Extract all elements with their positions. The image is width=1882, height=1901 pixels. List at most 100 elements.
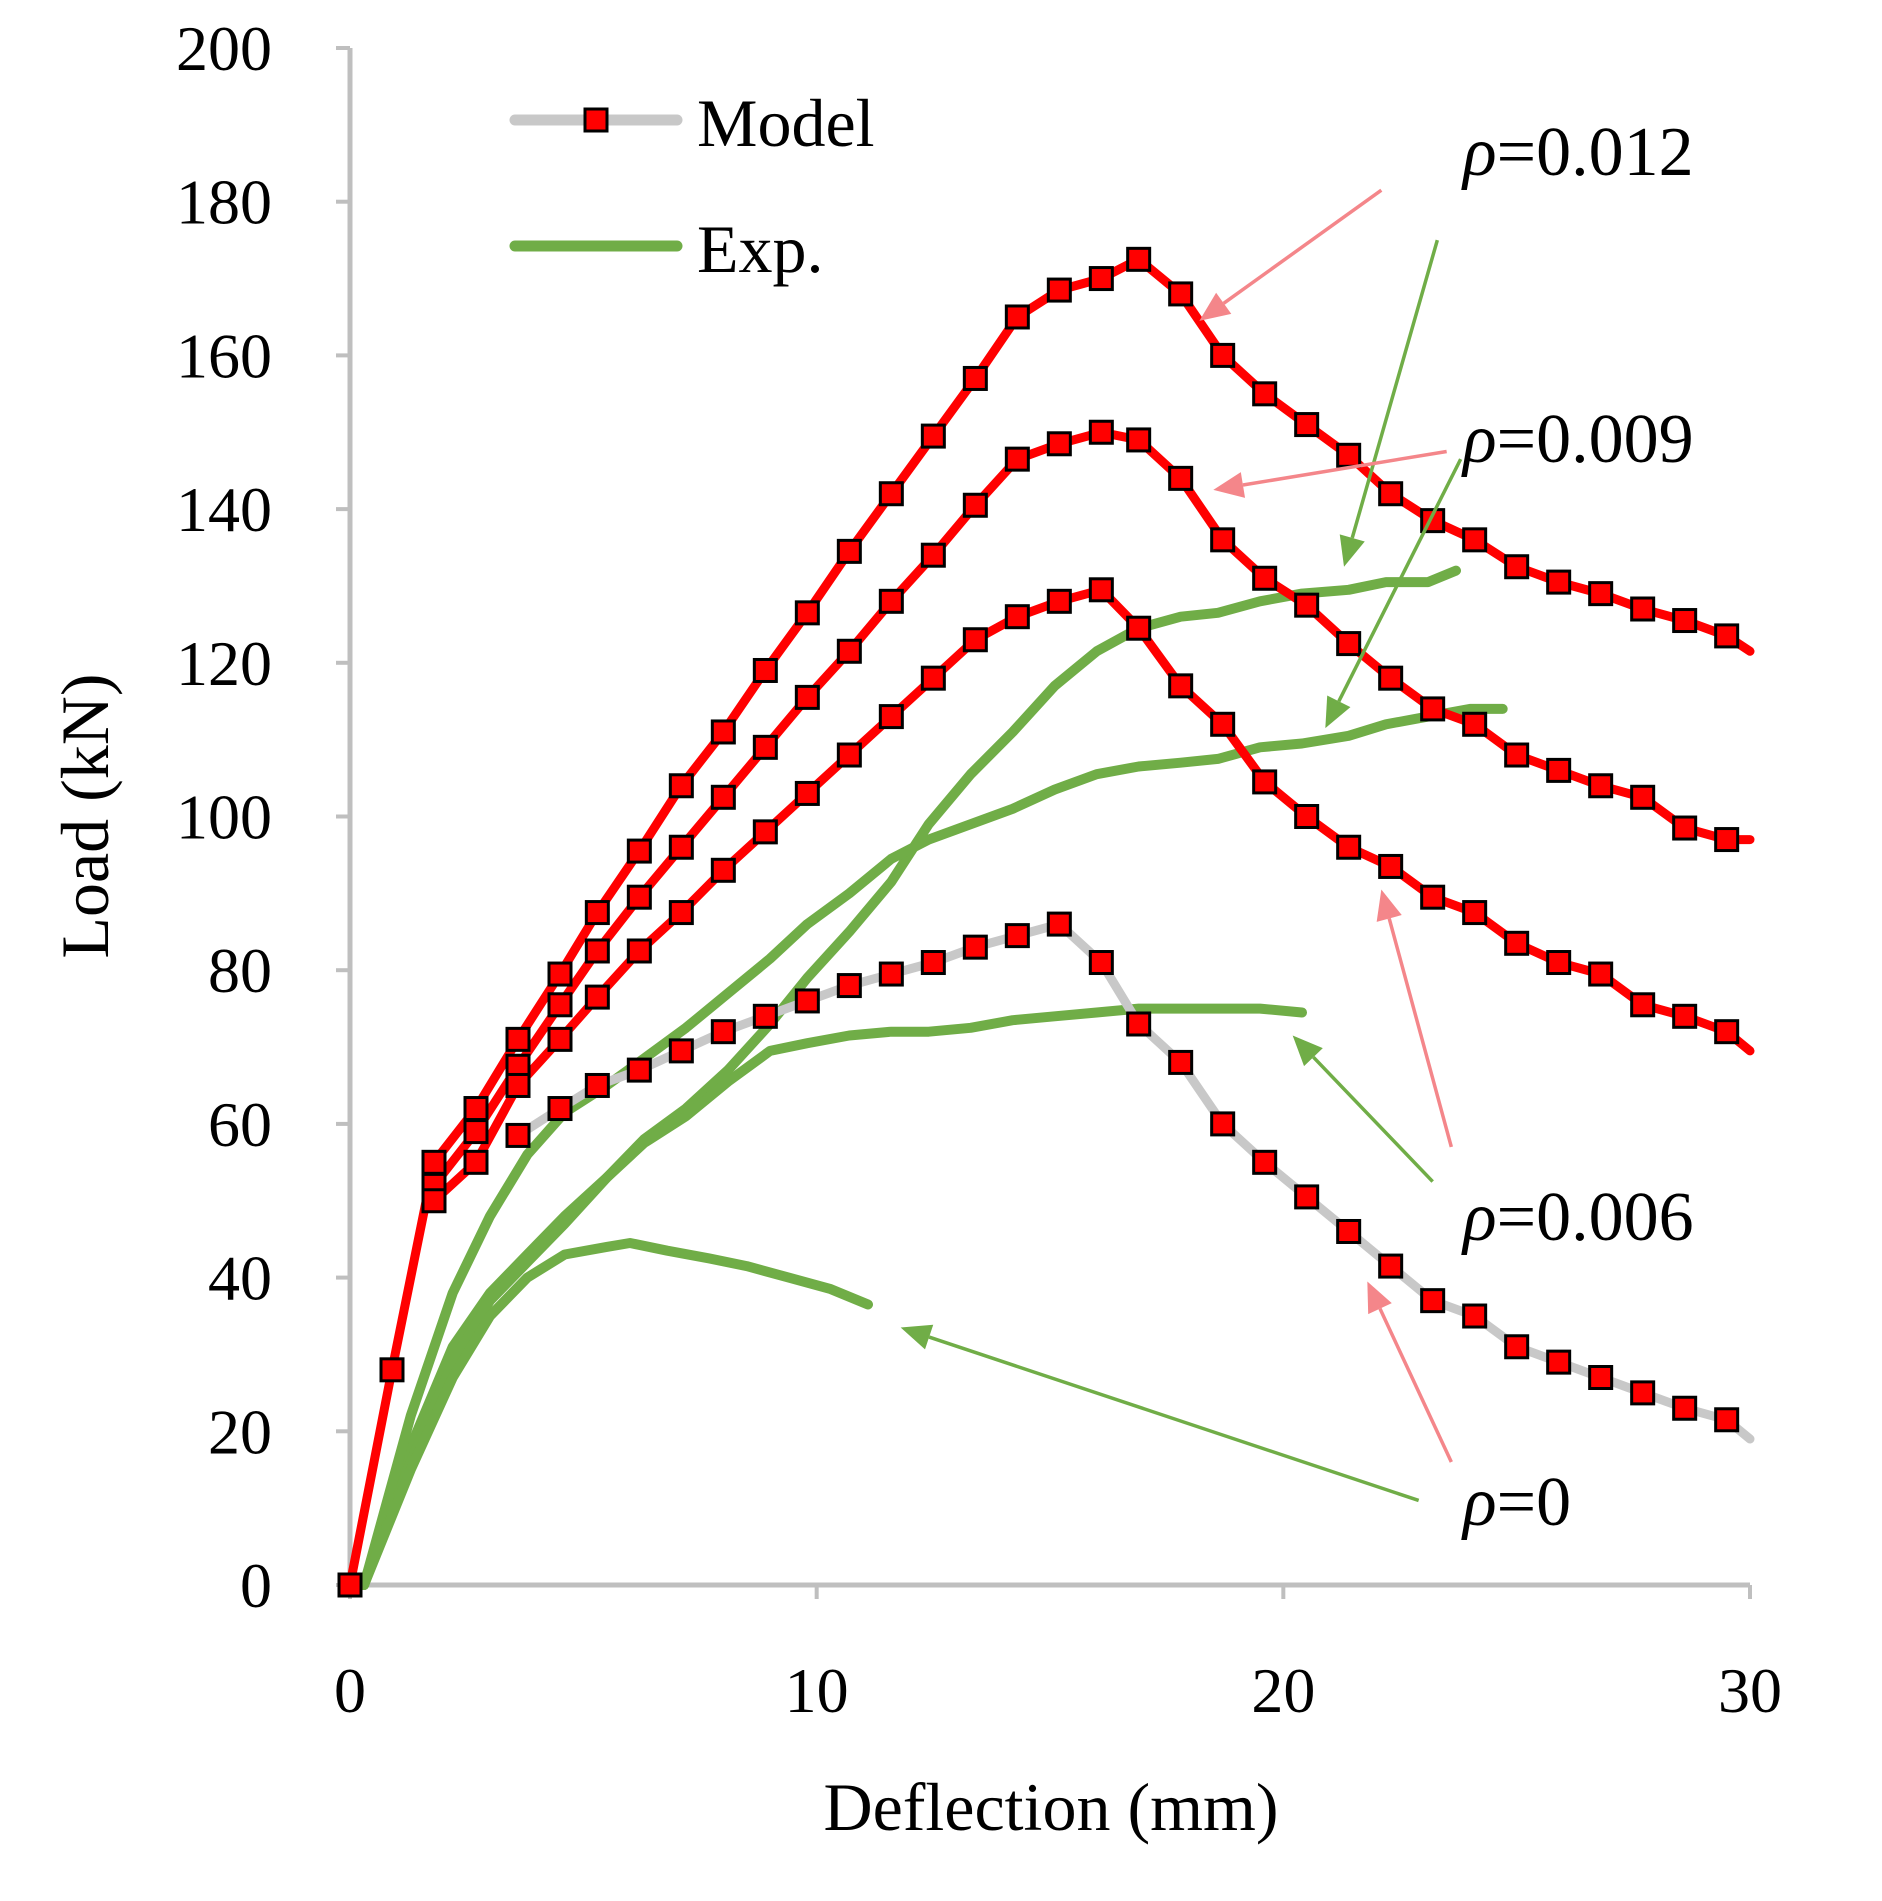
model-marker-rho-0_012 (547, 961, 573, 987)
arrow-shaft-green-rho-0 (928, 1335, 1420, 1503)
model-marker-rho-0_012 (1126, 246, 1152, 272)
model-marker-rho-0_006 (1210, 711, 1236, 737)
model-marker-rho-0_009 (1588, 773, 1614, 799)
x-axis-title: Deflection (mm) (823, 1769, 1278, 1845)
model-marker-rho-0 (794, 988, 820, 1014)
arrow-shaft-red-rho-0_012 (1222, 188, 1383, 305)
legend-model-label: Model (697, 85, 875, 161)
model-marker-rho-0_006 (1294, 804, 1320, 829)
model-marker-rho-0_006 (1252, 769, 1278, 795)
model-marker-rho-0_009 (1046, 431, 1072, 457)
model-marker-rho-0 (710, 1019, 736, 1045)
model-marker-rho-0_009 (1294, 592, 1320, 618)
model-marker-rho-0_012 (421, 1149, 447, 1175)
annotation-arrows (900, 188, 1463, 1503)
axes: 0 20 40 60 80 100 120 140 160 180 200 0 10 20 30 Load… (47, 13, 1782, 1845)
model-marker-rho-0_012 (1630, 596, 1656, 622)
model-marker-rho-0_006 (1420, 884, 1446, 910)
arrow-head-green-rho-0 (900, 1324, 934, 1350)
model-marker-rho-0_009 (878, 588, 904, 614)
model-marker-rho-0 (1546, 1349, 1572, 1375)
model-marker-rho-0_012 (463, 1096, 489, 1122)
model-marker-rho-0_006 (1714, 1019, 1740, 1045)
arrow-head-red-rho-0_006 (1376, 889, 1402, 922)
model-marker-rho-0_012 (1672, 608, 1698, 634)
model-marker-rho-0_006 (1462, 900, 1488, 926)
x-tick-label: 0 (334, 1655, 366, 1726)
model-marker-rho-0_009 (1630, 784, 1656, 810)
model-marker-rho-0_012 (710, 719, 736, 745)
model-marker-rho-0_012 (626, 838, 652, 864)
y-tick-label: 60 (208, 1089, 272, 1160)
model-marker-rho-0_006 (421, 1188, 447, 1214)
model-marker-rho-0_006 (505, 1072, 531, 1098)
model-marker-rho-0_012 (1336, 442, 1362, 468)
model-marker-rho-0 (1088, 950, 1114, 976)
model-marker-rho-0 (752, 1003, 778, 1029)
model-marker-rho-0_006 (1004, 604, 1030, 630)
arrow-head-green-rho-0_006 (1292, 1035, 1323, 1067)
arrow-head-red-rho-0_012 (1199, 292, 1232, 321)
model-marker-rho-0_012 (1088, 266, 1114, 292)
model-marker-rho-0 (1126, 1011, 1152, 1037)
model-marker-rho-0 (547, 1096, 573, 1122)
model-marker-rho-0 (1336, 1218, 1362, 1244)
model-marker-rho-0_012 (1252, 381, 1278, 407)
model-marker-rho-0_006 (920, 665, 946, 691)
model-marker-rho-0_006 (878, 704, 904, 730)
model-marker-rho-0_012 (1462, 527, 1488, 553)
y-tick-label: 0 (240, 1550, 272, 1621)
annotation-label-rho-0_006: ρ=0.006 (1461, 1179, 1694, 1256)
model-marker-rho-0_012 (1588, 581, 1614, 607)
arrow-shaft-red-rho-0_006 (1387, 917, 1454, 1148)
model-marker-rho-0_009 (1210, 527, 1236, 553)
model-marker-rho-0_009 (794, 684, 820, 710)
model-marker-rho-0_009 (752, 734, 778, 760)
model-marker-rho-0_009 (1004, 446, 1030, 472)
model-marker-rho-0_009 (836, 638, 862, 664)
x-tick-label: 10 (785, 1655, 849, 1726)
model-marker-rho-0_009 (668, 834, 694, 860)
model-marker-rho-0_009 (1714, 827, 1740, 853)
model-marker-rho-0_006 (1046, 588, 1072, 614)
model-marker-rho-0_012 (337, 1572, 363, 1598)
model-marker-rho-0_006 (794, 780, 820, 806)
model-marker-rho-0_012 (962, 365, 988, 391)
model-marker-rho-0 (1588, 1365, 1614, 1391)
model-marker-rho-0 (1630, 1380, 1656, 1406)
annotation-label-rho-0: ρ=0 (1461, 1464, 1571, 1541)
series-layer (337, 246, 1755, 1598)
model-marker-rho-0_009 (1336, 631, 1362, 657)
y-tick-label: 120 (176, 628, 272, 699)
model-marker-rho-0_006 (584, 984, 610, 1010)
model-marker-rho-0_006 (463, 1149, 489, 1175)
model-marker-rho-0 (1004, 923, 1030, 949)
model-marker-rho-0 (505, 1122, 531, 1148)
model-marker-rho-0_006 (1630, 992, 1656, 1018)
arrow-shaft-red-rho-0 (1378, 1307, 1453, 1463)
x-ticks: 0 10 20 30 (334, 1585, 1782, 1726)
model-marker-rho-0_009 (1420, 696, 1446, 722)
model-marker-rho-0_009 (962, 492, 988, 518)
model-marker-rho-0_012 (836, 538, 862, 564)
model-marker-rho-0_009 (1546, 757, 1572, 783)
legend-exp-label: Exp. (697, 211, 824, 287)
model-marker-rho-0_012 (1004, 304, 1030, 330)
arrow-head-red-rho-0 (1367, 1281, 1392, 1315)
model-marker-rho-0_012 (379, 1357, 405, 1383)
model-marker-rho-0_012 (584, 900, 610, 926)
y-tick-label: 200 (176, 13, 272, 84)
model-marker-rho-0_012 (1046, 277, 1072, 303)
model-marker-rho-0_012 (1714, 623, 1740, 649)
model-marker-rho-0 (626, 1057, 652, 1083)
model-marker-rho-0_006 (1546, 950, 1572, 976)
y-tick-label: 100 (176, 782, 272, 853)
annotation-label-rho-0_012: ρ=0.012 (1461, 114, 1694, 191)
model-marker-rho-0_009 (1504, 742, 1530, 768)
y-axis-title: Load (kN) (47, 673, 123, 958)
model-marker-rho-0_012 (1378, 481, 1404, 507)
model-marker-rho-0_009 (1672, 815, 1698, 841)
model-marker-rho-0_009 (1168, 465, 1194, 491)
model-marker-rho-0 (962, 934, 988, 960)
